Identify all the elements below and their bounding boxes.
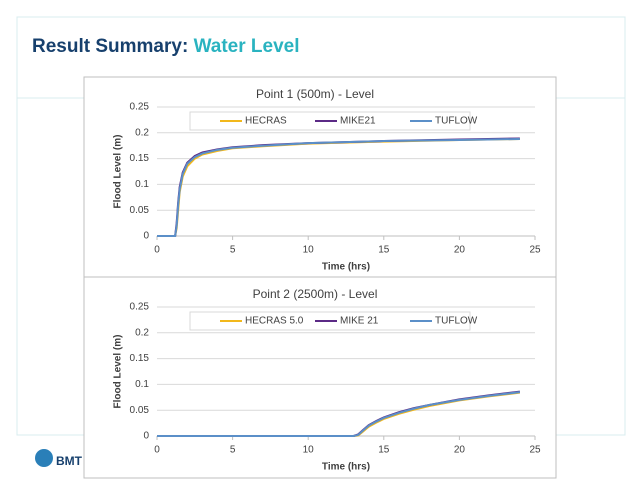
x-tick-label: 15 (378, 445, 390, 456)
logo-icon (35, 449, 53, 467)
x-tick-label: 0 (154, 245, 160, 256)
chart-box (83, 76, 557, 278)
legend-label: MIKE21 (340, 116, 376, 127)
legend-label: HECRAS 5.0 (245, 316, 304, 327)
legend-label: HECRAS (245, 116, 287, 127)
chart: Point 1 (500m) - Level 0 0.05 0.1 0.15 0.2 0.2… (83, 76, 557, 278)
y-tick-label: 0.15 (130, 353, 150, 364)
logo-text: BMT (56, 454, 83, 468)
y-tick-label: 0.05 (130, 205, 150, 216)
chart-box (83, 276, 557, 479)
x-tick-label: 25 (529, 445, 541, 456)
y-tick-label: 0 (143, 231, 149, 242)
y-tick-label: 0.15 (130, 153, 150, 164)
x-tick-label: 20 (454, 445, 466, 456)
x-tick-label: 10 (303, 445, 315, 456)
y-tick-label: 0 (143, 431, 149, 442)
x-axis-label: Time (hrs) (322, 462, 370, 473)
series-line (157, 137, 520, 237)
x-axis-label: Time (hrs) (322, 262, 370, 273)
legend-label: TUFLOW (435, 316, 478, 327)
title-main: Result Summary: (32, 36, 188, 57)
y-tick-label: 0.25 (130, 302, 150, 313)
x-tick-label: 15 (378, 245, 390, 256)
y-tick-label: 0.25 (130, 102, 150, 113)
y-axis-label: Flood Level (m) (113, 135, 124, 209)
y-tick-label: 0.05 (130, 405, 150, 416)
legend-label: MIKE 21 (340, 316, 379, 327)
x-tick-label: 5 (230, 245, 236, 256)
y-tick-label: 0.1 (135, 179, 149, 190)
legend-label: TUFLOW (435, 116, 478, 127)
x-tick-label: 0 (154, 445, 160, 456)
x-tick-label: 10 (303, 245, 315, 256)
chart-title: Point 1 (500m) - Level (256, 87, 374, 101)
x-tick-label: 5 (230, 445, 236, 456)
series-line (157, 391, 520, 437)
title-accent: Water Level (194, 36, 300, 57)
x-tick-label: 20 (454, 245, 466, 256)
slide-title: Result Summary: Water Level (32, 36, 300, 57)
y-tick-label: 0.2 (135, 327, 149, 338)
chart-title: Point 2 (2500m) - Level (253, 287, 378, 301)
y-tick-label: 0.1 (135, 379, 149, 390)
chart: Point 2 (2500m) - Level 0 0.05 0.1 0.15 0.2 0.… (83, 276, 557, 479)
y-axis-label: Flood Level (m) (113, 335, 124, 409)
y-tick-label: 0.2 (135, 127, 149, 138)
x-tick-label: 25 (529, 245, 541, 256)
